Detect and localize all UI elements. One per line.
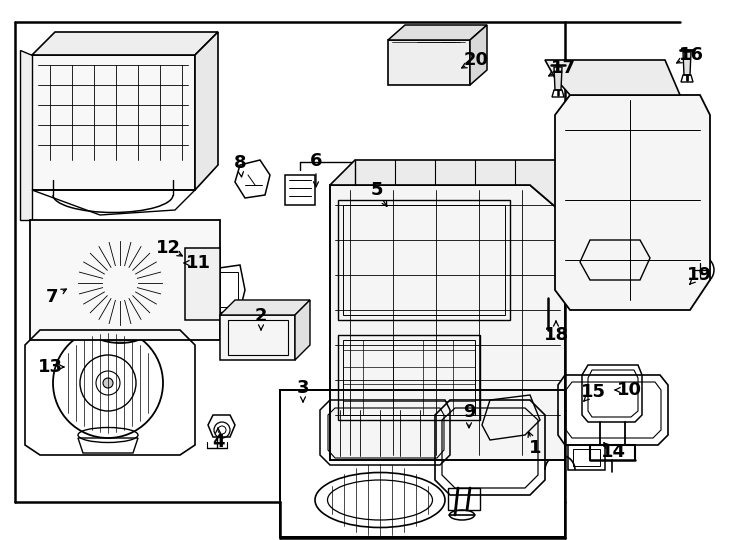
Text: 9: 9 [462,403,475,421]
Bar [280,390,565,537]
Text: 3: 3 [297,379,309,397]
Text: 7: 7 [46,288,58,306]
Text: 11: 11 [186,254,211,272]
Bar [208,272,238,307]
Polygon shape [20,50,32,220]
Text: 13: 13 [37,358,62,376]
Text: 19: 19 [686,266,711,284]
Text: 18: 18 [543,326,569,344]
Polygon shape [32,55,195,190]
Polygon shape [330,160,565,215]
Text: 6: 6 [310,152,322,170]
Text: 14: 14 [600,443,625,461]
Polygon shape [195,32,218,190]
Polygon shape [220,315,295,360]
Polygon shape [220,300,310,315]
Text: 10: 10 [617,381,642,399]
Text: 12: 12 [156,239,181,257]
Polygon shape [32,32,218,55]
Text: 16: 16 [678,46,703,64]
Polygon shape [554,67,562,90]
Ellipse shape [81,327,136,339]
Text: 8: 8 [233,154,247,172]
Text: 5: 5 [371,181,383,199]
Text: 15: 15 [581,383,606,401]
Polygon shape [683,52,691,75]
Polygon shape [30,220,220,340]
Circle shape [544,301,552,309]
Text: 1: 1 [528,439,541,457]
Polygon shape [545,60,680,95]
Text: 17: 17 [550,59,575,77]
Text: 2: 2 [255,307,267,325]
Polygon shape [185,248,220,320]
Polygon shape [388,40,470,85]
Polygon shape [388,25,487,40]
Bar [595,245,640,275]
Text: 4: 4 [211,433,225,451]
Polygon shape [330,185,565,460]
Polygon shape [295,300,310,360]
Text: 20: 20 [463,51,489,69]
Bar [188,252,216,316]
Circle shape [103,378,113,388]
Bar [45,65,185,155]
Polygon shape [555,95,710,310]
Polygon shape [470,25,487,85]
